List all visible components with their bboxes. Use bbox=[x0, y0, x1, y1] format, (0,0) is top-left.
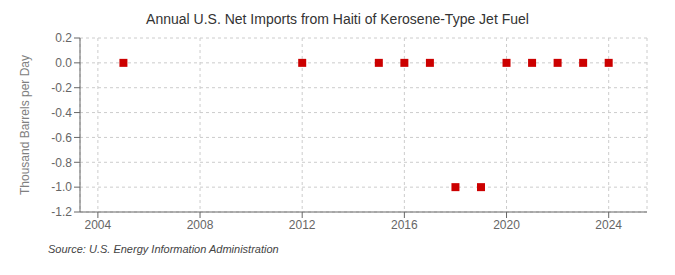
svg-text:-0.8: -0.8 bbox=[51, 156, 72, 170]
html-text:Annual U.S. Net Imports from H: Annual U.S. Net Imports from Haiti of Ke… bbox=[146, 11, 529, 27]
svg-text:2020: 2020 bbox=[493, 218, 520, 232]
svg-text:0.2: 0.2 bbox=[55, 31, 72, 45]
html-text:Source: U.S. Energy Informatio: Source: U.S. Energy Information Administ… bbox=[48, 243, 279, 255]
svg-text:-0.4: -0.4 bbox=[51, 106, 72, 120]
svg-text:Thousand Barrels per Day: Thousand Barrels per Day bbox=[18, 55, 32, 195]
svg-text:2024: 2024 bbox=[595, 218, 622, 232]
svg-text:0.0: 0.0 bbox=[55, 56, 72, 70]
svg-text:2012: 2012 bbox=[289, 218, 316, 232]
svg-text:2004: 2004 bbox=[85, 218, 112, 232]
svg-text:-1.0: -1.0 bbox=[51, 180, 72, 194]
svg-text:2016: 2016 bbox=[391, 218, 418, 232]
svg-text:-0.2: -0.2 bbox=[51, 81, 72, 95]
svg-text:-1.2: -1.2 bbox=[51, 205, 72, 219]
svg-text:2008: 2008 bbox=[187, 218, 214, 232]
svg-text:-0.6: -0.6 bbox=[51, 131, 72, 145]
